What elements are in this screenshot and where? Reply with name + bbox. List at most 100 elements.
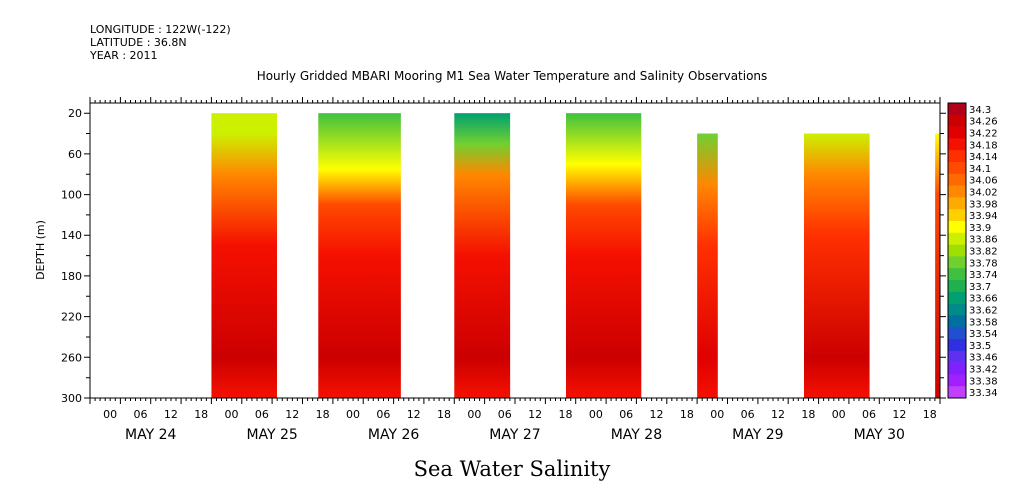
x-day-label: MAY 26 [368, 427, 419, 443]
y-tick-label: 180 [61, 270, 82, 283]
x-hour-tick-label: 18 [680, 408, 694, 421]
y-tick-label: 220 [61, 311, 82, 324]
x-hour-tick-label: 12 [164, 408, 178, 421]
colorbar-swatch [948, 150, 966, 163]
colorbar-swatch [948, 232, 966, 245]
colorbar-label: 34.3 [969, 105, 991, 116]
colorbar-swatch [948, 315, 966, 328]
x-hour-tick-label: 18 [558, 408, 572, 421]
colorbar-swatch [948, 362, 966, 375]
colorbar-swatch [948, 197, 966, 210]
x-hour-tick-label: 18 [801, 408, 815, 421]
colorbar-label: 33.34 [969, 388, 998, 399]
x-hour-tick-label: 06 [619, 408, 633, 421]
x-hour-tick-label: 00 [710, 408, 724, 421]
y-axis-ticks [84, 112, 946, 399]
colorbar-label: 34.02 [969, 188, 998, 199]
colorbar-label: 33.46 [969, 353, 998, 364]
colorbar-label: 34.18 [969, 140, 998, 151]
x-hour-tick-label: 06 [255, 408, 269, 421]
colorbar-swatch [948, 209, 966, 222]
colorbar-label: 33.42 [969, 365, 998, 376]
colorbar-swatch [948, 162, 966, 175]
colorbar-label: 33.58 [969, 317, 998, 328]
data-segment [211, 113, 277, 398]
colorbar-label: 33.7 [969, 282, 991, 293]
x-day-label: MAY 30 [854, 427, 905, 443]
y-tick-label: 140 [61, 229, 82, 242]
x-hour-tick-label: 06 [862, 408, 876, 421]
x-day-label: MAY 28 [611, 427, 662, 443]
colorbar-swatch [948, 173, 966, 186]
x-hour-tick-label: 18 [194, 408, 208, 421]
colorbar-label: 33.74 [969, 270, 998, 281]
y-tick-label: 300 [61, 392, 82, 405]
x-hour-tick-label: 12 [285, 408, 299, 421]
x-axis-ticks [89, 97, 941, 404]
y-tick-label: 260 [61, 351, 82, 364]
x-hour-tick-label: 00 [467, 408, 481, 421]
data-segment [697, 133, 718, 398]
data-segment [318, 113, 401, 398]
colorbar-swatch [948, 244, 966, 257]
colorbar-swatch [948, 280, 966, 293]
colorbar-label: 33.9 [969, 223, 991, 234]
x-hour-tick-label: 00 [225, 408, 239, 421]
colorbar-swatch [948, 114, 966, 127]
x-hour-tick-label: 18 [923, 408, 937, 421]
colorbar-label: 33.82 [969, 247, 998, 258]
x-hour-tick-label: 18 [316, 408, 330, 421]
colorbar-swatch [948, 268, 966, 281]
colorbar-swatch [948, 327, 966, 340]
x-hour-tick-label: 06 [376, 408, 390, 421]
data-segment [566, 113, 642, 398]
x-axis-title: Sea Water Salinity [414, 457, 611, 481]
colorbar-swatch [948, 303, 966, 316]
chart-title: Hourly Gridded MBARI Mooring M1 Sea Wate… [257, 69, 768, 83]
colorbar-label: 34.06 [969, 176, 998, 187]
colorbar-label: 33.98 [969, 199, 998, 210]
colorbar-label: 33.62 [969, 306, 998, 317]
colorbar-label: 33.66 [969, 294, 998, 305]
x-day-label: MAY 24 [125, 427, 176, 443]
colorbar-label: 33.78 [969, 258, 998, 269]
y-tick-label: 20 [68, 107, 82, 120]
colorbar-swatch [948, 221, 966, 234]
colorbar-swatch [948, 126, 966, 139]
x-hour-tick-label: 06 [498, 408, 512, 421]
y-tick-label: 60 [68, 148, 82, 161]
x-hour-tick-label: 00 [103, 408, 117, 421]
colorbar-swatch [948, 291, 966, 304]
data-segment [935, 133, 940, 398]
data-segment [454, 113, 511, 398]
x-hour-tick-label: 06 [133, 408, 147, 421]
x-hour-tick-label: 00 [589, 408, 603, 421]
longitude-label: LONGITUDE : 122W(-122) [90, 23, 231, 36]
x-hour-tick-label: 06 [741, 408, 755, 421]
y-tick-label: 100 [61, 189, 82, 202]
colorbar-swatch [948, 138, 966, 151]
x-day-label: MAY 25 [246, 427, 297, 443]
colorbar-label: 33.94 [969, 211, 998, 222]
x-hour-tick-label: 12 [407, 408, 421, 421]
colorbar-swatch [948, 339, 966, 352]
colorbar-label: 33.5 [969, 341, 991, 352]
colorbar-label: 33.38 [969, 376, 998, 387]
colorbar-swatch [948, 350, 966, 363]
x-hour-tick-label: 00 [346, 408, 360, 421]
x-hour-tick-label: 12 [650, 408, 664, 421]
colorbar-swatch [948, 256, 966, 269]
x-hour-tick-label: 00 [832, 408, 846, 421]
x-hour-tick-label: 12 [771, 408, 785, 421]
colorbar-label: 34.1 [969, 164, 991, 175]
colorbar-frame [947, 102, 967, 399]
x-hour-tick-label: 12 [528, 408, 542, 421]
x-day-label: MAY 29 [732, 427, 783, 443]
colorbar-swatch [948, 374, 966, 387]
colorbar-label: 34.14 [969, 152, 998, 163]
x-hour-tick-label: 18 [437, 408, 451, 421]
colorbar-label: 33.86 [969, 235, 998, 246]
colorbar-label: 33.54 [969, 329, 998, 340]
data-segment [804, 133, 870, 398]
